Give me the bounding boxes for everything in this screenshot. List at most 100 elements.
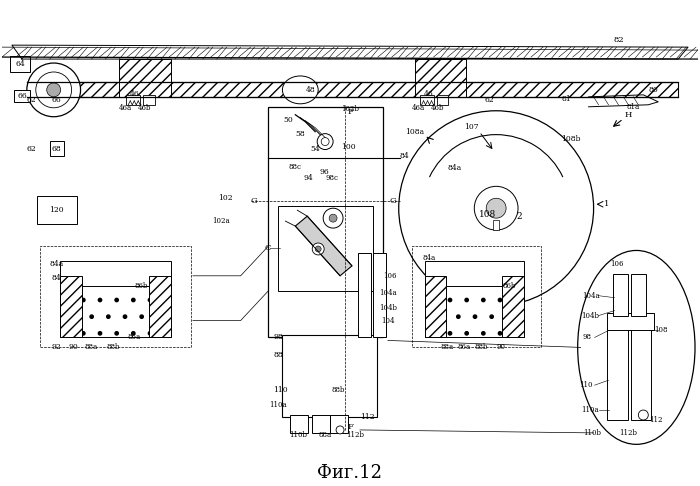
Bar [27,82,678,97]
Bar [312,415,330,433]
Text: 92: 92 [52,344,62,351]
Bar [290,415,308,433]
Text: 112: 112 [360,413,375,421]
Text: 46a: 46a [412,104,425,112]
Text: F: F [347,423,353,431]
Bar [60,276,171,337]
Text: 107: 107 [464,122,479,131]
Text: 104b: 104b [582,312,600,320]
Circle shape [399,111,594,306]
Text: 62: 62 [27,96,36,104]
Text: 98: 98 [582,333,591,342]
Text: 46b: 46b [430,104,444,112]
Circle shape [329,214,337,222]
Circle shape [638,410,648,420]
Text: 106: 106 [610,260,623,268]
Text: 84: 84 [400,153,410,160]
Bar [606,326,629,420]
Circle shape [312,243,324,255]
Bar [60,261,171,286]
Text: 104b: 104b [379,304,397,312]
Text: 102: 102 [218,194,233,202]
Text: 81a: 81a [626,103,640,111]
Bar [279,206,373,291]
Bar [144,95,155,105]
Circle shape [323,208,343,228]
Text: 110b: 110b [289,431,307,439]
Text: H: H [624,111,632,119]
Text: 110a: 110a [270,401,287,409]
Text: 66: 66 [52,96,62,104]
Bar [414,59,466,97]
Bar [126,95,140,105]
Text: 1: 1 [604,200,609,208]
Text: 102a: 102a [212,217,230,225]
Bar [437,95,449,105]
Text: 88a: 88a [441,344,454,351]
Text: 68: 68 [52,144,62,153]
Text: 104a: 104a [379,289,397,297]
Text: 64: 64 [15,60,24,68]
Bar [412,246,541,347]
Text: 100: 100 [341,142,356,151]
Bar [631,326,651,420]
Text: 102b: 102b [341,105,359,113]
Text: 88b: 88b [475,344,488,351]
Text: 96: 96 [319,169,329,176]
Bar [494,220,499,230]
Bar [119,59,171,97]
Text: 62: 62 [27,144,36,153]
Text: 46: 46 [424,90,433,98]
Ellipse shape [282,76,318,104]
Text: G: G [250,197,257,205]
Text: G: G [389,197,396,205]
Bar [425,276,447,337]
Bar [502,276,524,337]
Bar [37,196,76,224]
Text: 110: 110 [273,386,288,394]
Bar [149,276,171,337]
Text: 108: 108 [479,209,496,219]
Circle shape [336,426,344,434]
Text: 54: 54 [310,144,320,153]
Bar [50,140,64,156]
Bar [419,95,433,105]
Text: 82: 82 [613,36,624,44]
Polygon shape [295,216,352,276]
Text: 110: 110 [579,381,592,389]
Text: 84a: 84a [423,254,436,262]
Text: 46b: 46b [137,104,151,112]
Text: 104: 104 [381,316,395,325]
Text: 48: 48 [305,86,315,94]
Text: 86b: 86b [134,282,148,290]
Text: 98: 98 [274,333,284,342]
Text: 50: 50 [284,116,293,124]
Bar [613,274,629,315]
Text: 58: 58 [295,130,305,138]
Text: 84a: 84a [50,260,64,268]
Text: 120: 120 [50,206,64,214]
Text: 84: 84 [52,274,62,282]
Bar [14,90,30,102]
Text: 88c: 88c [289,163,302,172]
Text: 88b: 88b [331,386,345,394]
Text: 112b: 112b [620,429,638,437]
Text: 84a: 84a [447,164,461,173]
Text: 2: 2 [516,212,522,221]
Bar [358,253,371,337]
Bar [631,274,646,315]
Text: 46: 46 [130,90,139,98]
Bar [40,246,191,347]
Text: 86a: 86a [458,344,471,351]
Circle shape [317,134,333,150]
Text: 88a: 88a [318,431,331,439]
Circle shape [315,246,321,252]
Bar [425,276,524,337]
Text: 108a: 108a [405,128,424,136]
Text: 81: 81 [562,95,572,103]
Text: 94: 94 [303,174,313,182]
Text: 86a: 86a [127,333,141,342]
Circle shape [36,72,71,108]
Bar [10,56,30,72]
Text: C: C [265,244,271,252]
